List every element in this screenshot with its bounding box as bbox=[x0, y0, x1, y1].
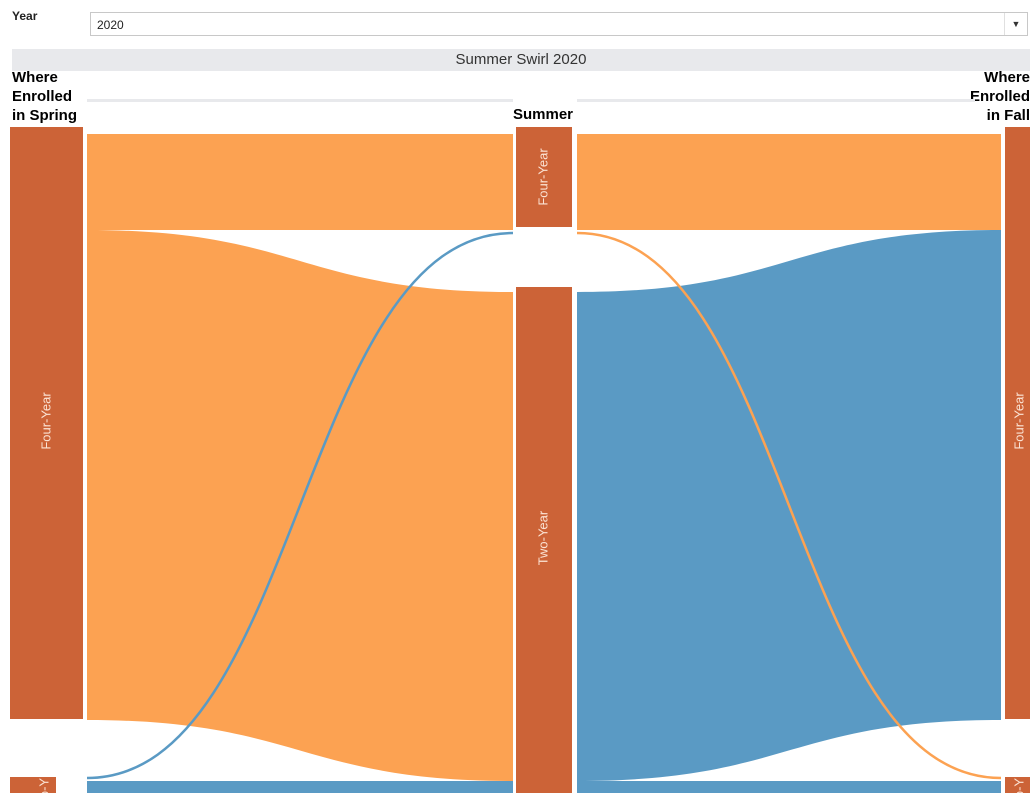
node-label-spring-four-year: Four-Year bbox=[38, 392, 53, 450]
node-summer-two-year[interactable] bbox=[516, 287, 572, 793]
spring-header-line: in Spring bbox=[12, 107, 77, 124]
flow-spring-two-to-summer-two[interactable] bbox=[87, 781, 513, 793]
flow-spring-four-to-summer-four[interactable] bbox=[87, 134, 513, 230]
fall-header-line: Where bbox=[984, 69, 1030, 86]
node-label-fall-four-year: Four-Year bbox=[1011, 392, 1026, 450]
year-dropdown[interactable]: 2020 ▼ bbox=[90, 12, 1028, 36]
node-label-spring-two-year: o-Y bbox=[36, 778, 51, 793]
node-spring-four-year[interactable] bbox=[10, 127, 83, 719]
node-label-summer-two-year: Two-Year bbox=[535, 510, 550, 565]
chart-title: Summer Swirl 2020 bbox=[12, 49, 1030, 71]
header-divider bbox=[87, 99, 513, 102]
node-label-fall-two-year: o-Y bbox=[1011, 778, 1026, 793]
dropdown-arrow-icon[interactable]: ▼ bbox=[1004, 13, 1027, 35]
spring-header-line: Where bbox=[12, 69, 58, 86]
spring-column-header: Where Enrolled in Spring bbox=[12, 68, 77, 125]
flow-summer-four-to-fall-four[interactable] bbox=[577, 134, 1001, 230]
flow-summer-two-to-fall-two[interactable] bbox=[577, 781, 1001, 793]
spring-header-line: Enrolled bbox=[12, 88, 73, 105]
fall-header-line: Enrolled bbox=[969, 88, 1030, 105]
node-fall-two-year[interactable] bbox=[1005, 777, 1030, 793]
node-summer-four-year[interactable] bbox=[516, 127, 572, 227]
flow-summer-four-to-fall-two[interactable] bbox=[576, 231, 1002, 780]
node-label-summer-four-year: Four-Year bbox=[535, 148, 550, 206]
fall-column-header: Where Enrolled in Fall bbox=[970, 68, 1030, 125]
year-filter-label: Year bbox=[12, 9, 38, 23]
flow-spring-two-to-summer-four[interactable] bbox=[86, 231, 514, 780]
summer-column-header: Summer bbox=[513, 106, 574, 123]
node-spring-two-year[interactable] bbox=[10, 777, 56, 793]
node-fall-four-year[interactable] bbox=[1005, 127, 1030, 719]
fall-header-line: in Fall bbox=[986, 107, 1030, 124]
header-divider bbox=[577, 99, 975, 102]
year-dropdown-value: 2020 bbox=[97, 18, 124, 32]
